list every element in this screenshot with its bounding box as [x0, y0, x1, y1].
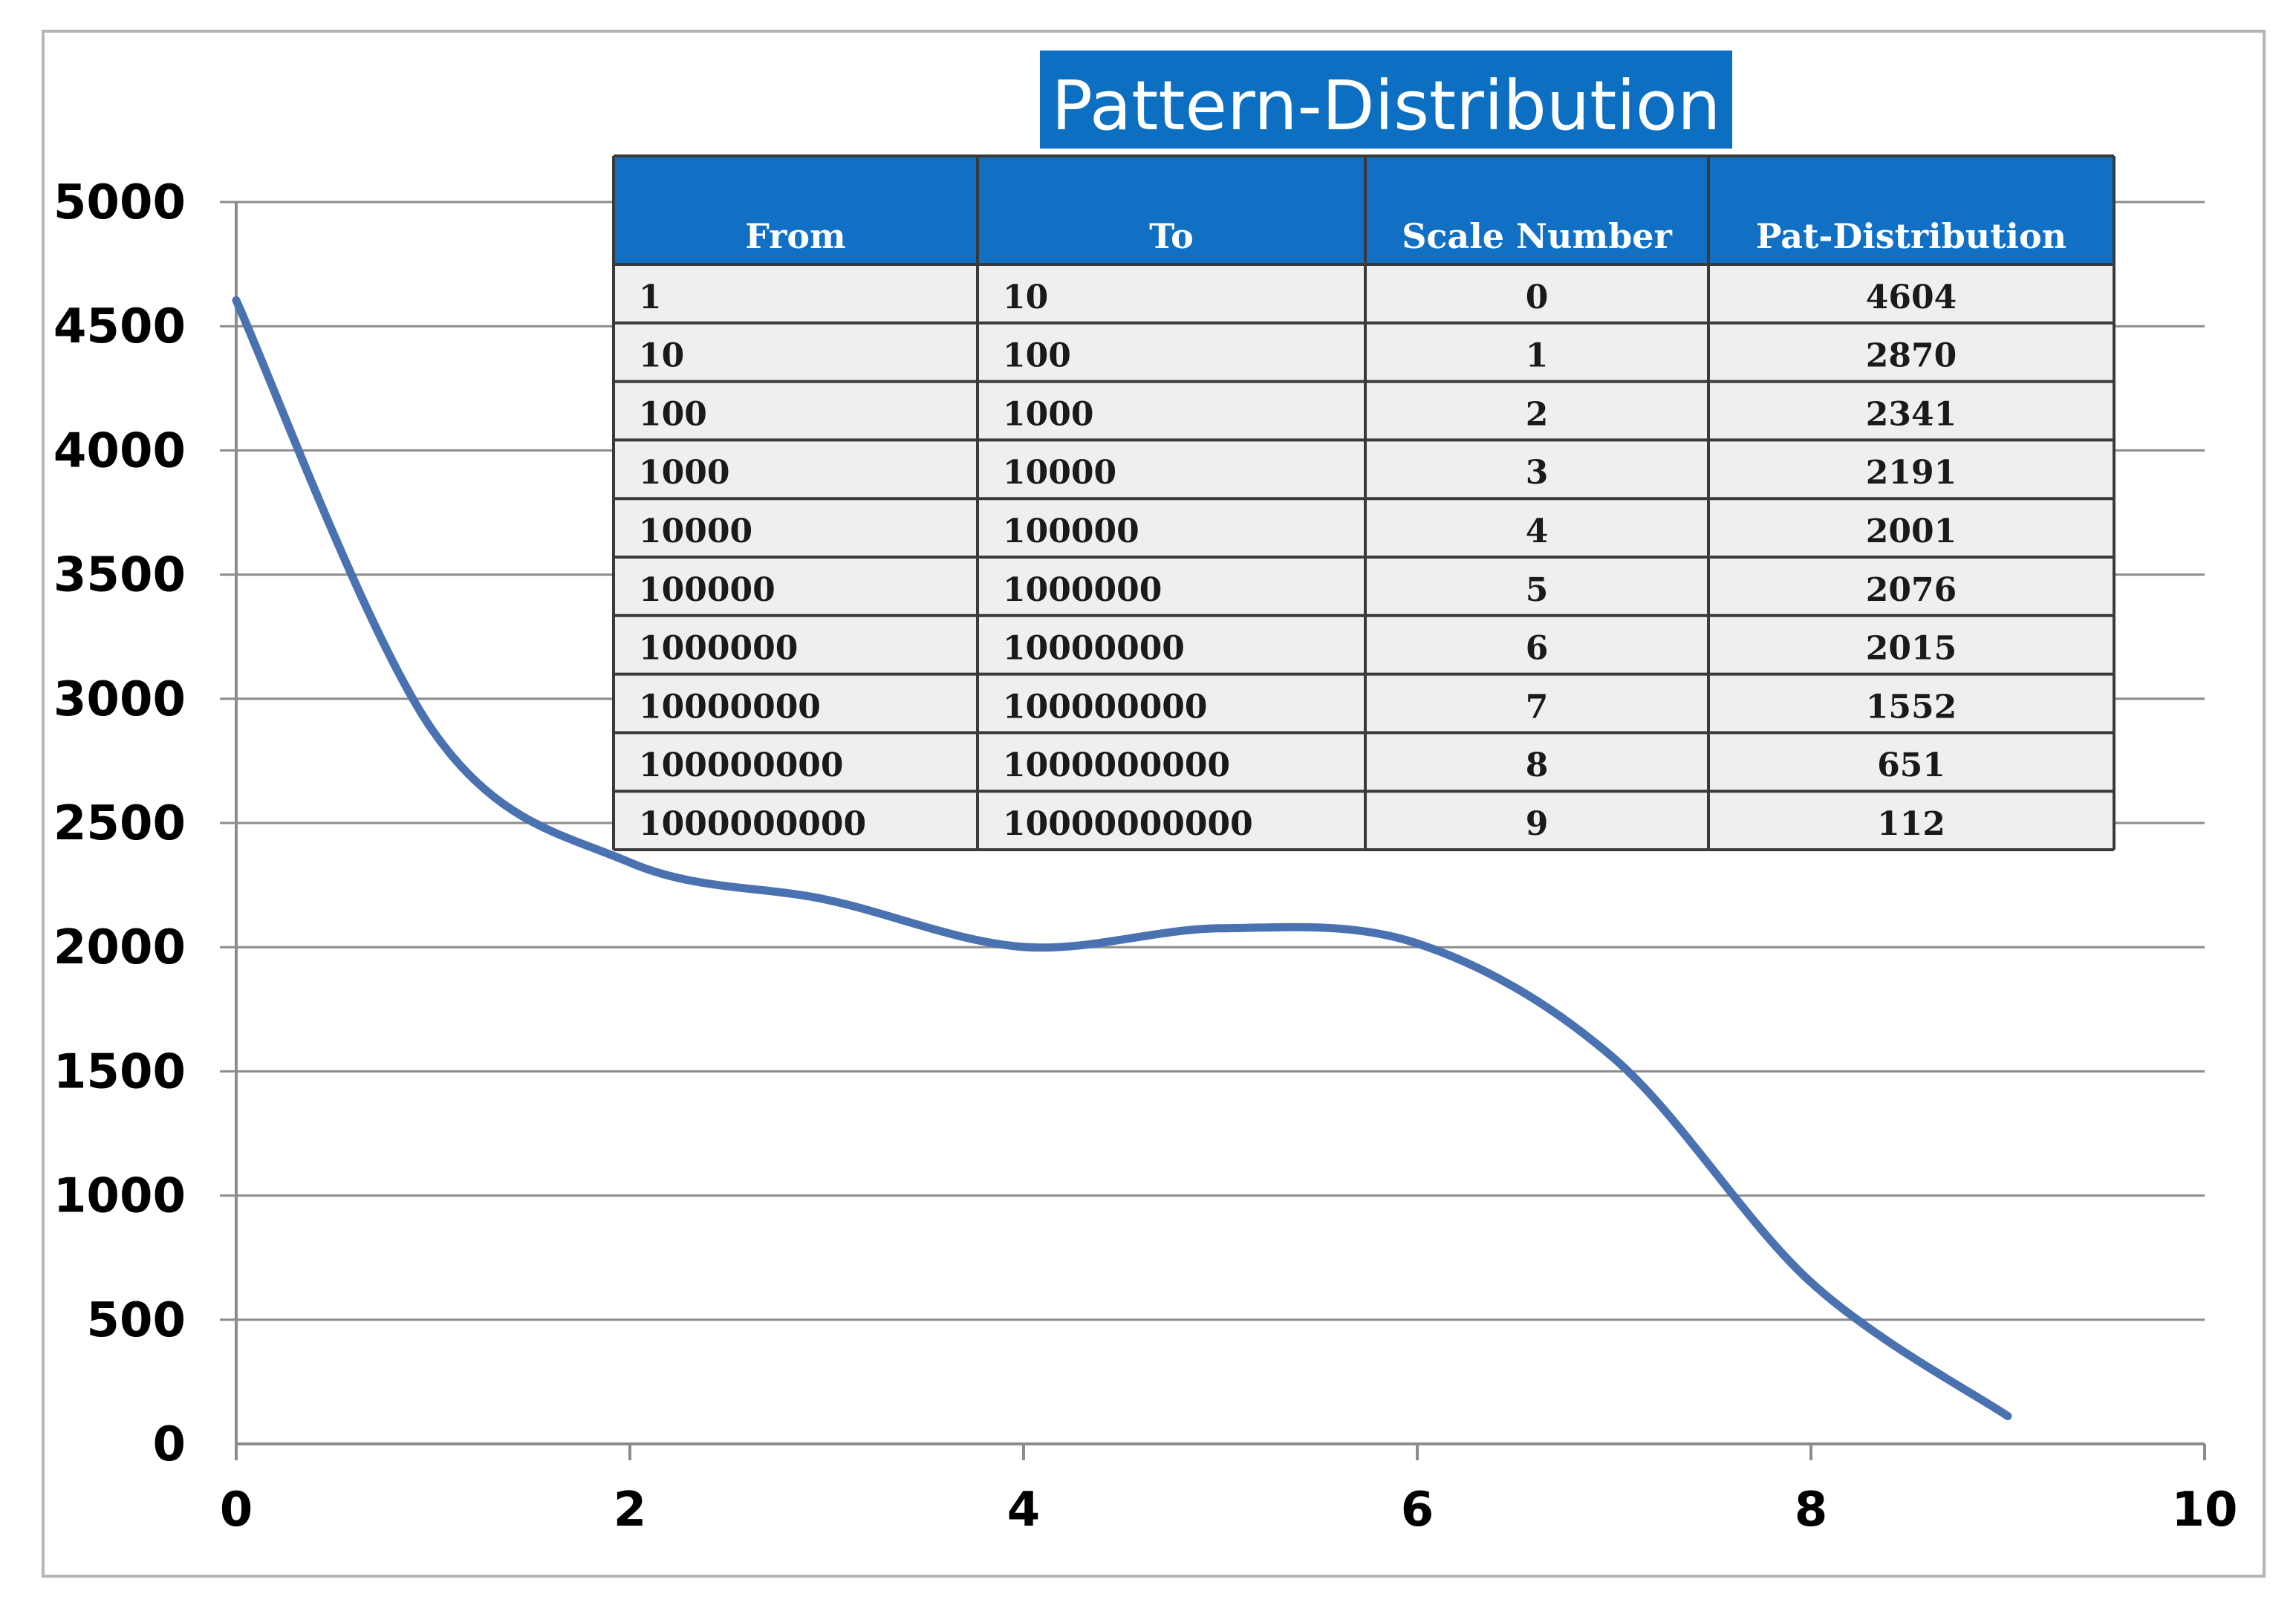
x-tick-label: 8: [1795, 1483, 1828, 1538]
table-cell: 112: [1877, 805, 1945, 843]
table-cell: 100000: [639, 571, 775, 609]
y-tick-label: 5000: [53, 175, 186, 230]
y-tick-label: 1000: [53, 1169, 186, 1224]
table-cell: 10000: [1003, 454, 1116, 492]
table-header-label: From: [745, 216, 845, 256]
series-line: [232, 296, 2012, 1421]
table-cell: 4: [1526, 513, 1549, 550]
table-cell: 4604: [1866, 279, 1957, 316]
y-tick-label: 500: [86, 1293, 186, 1348]
table-header-cell: [1708, 156, 2114, 264]
y-tick-label: 1500: [53, 1044, 186, 1099]
x-tick-label: 4: [1007, 1483, 1041, 1538]
table-cell: 2341: [1866, 395, 1957, 433]
table-header-label: Scale Number: [1402, 216, 1672, 256]
chart-title: Pattern-Distribution: [1052, 66, 1721, 146]
axes: 0500100015002000250030003500400045005000…: [53, 175, 2238, 1538]
table-cell: 100: [1003, 337, 1071, 375]
table-cell: 10: [639, 337, 684, 375]
table-cell: 2870: [1866, 337, 1957, 375]
table-cell: 2: [1526, 395, 1549, 433]
x-tick-label: 0: [220, 1483, 253, 1538]
table-cell: 9: [1526, 805, 1549, 843]
table-cell: 10: [1003, 279, 1048, 316]
table-cell: 100000000: [1003, 688, 1208, 726]
table-cell: 651: [1877, 746, 1945, 784]
table-cell: 1000000: [639, 630, 798, 668]
table-header-cell: [1365, 156, 1708, 264]
table-header-cell: [978, 156, 1365, 264]
table-cell: 1000: [639, 454, 729, 492]
table-cell: 8: [1526, 746, 1549, 784]
table-cell: 100: [639, 395, 707, 433]
table-cell: 1: [639, 279, 662, 316]
y-tick-label: 3500: [53, 548, 186, 603]
y-tick-label: 3000: [53, 672, 186, 727]
table-cell: 1552: [1866, 688, 1957, 726]
y-tick-label: 4000: [53, 423, 186, 478]
x-tick-label: 6: [1401, 1483, 1434, 1538]
table-cell: 1000: [1003, 395, 1093, 433]
table-cell: 10000000: [639, 688, 821, 726]
table-cell: 1: [1526, 337, 1549, 375]
table-cell: 10000: [639, 513, 752, 550]
table-cell: 1000000000: [1003, 746, 1230, 784]
table-cell: 10000000000: [1003, 805, 1253, 843]
table-cell: 10000000: [1003, 630, 1185, 668]
table-cell: 5: [1526, 571, 1549, 609]
x-tick-label: 10: [2171, 1483, 2237, 1538]
table-cell: 0: [1526, 279, 1549, 316]
chart-frame: [42, 30, 2266, 1578]
table-cell: 100000000: [639, 746, 844, 784]
table-header-label: To: [1149, 216, 1194, 256]
table-cell: 3: [1526, 454, 1549, 492]
y-tick-label: 2000: [53, 920, 186, 975]
table-cell: 1000000: [1003, 571, 1162, 609]
chart-title-box: [1040, 51, 1732, 149]
table-cell: 100000: [1003, 513, 1139, 550]
x-tick-label: 2: [614, 1483, 647, 1538]
table-cell: 2076: [1866, 571, 1957, 609]
table-header-label: Pat-Distribution: [1756, 216, 2066, 256]
y-tick-label: 2500: [53, 796, 186, 851]
y-tick-label: 4500: [53, 299, 186, 354]
table-header-cell: [614, 156, 978, 264]
table-cell: 2001: [1866, 513, 1957, 550]
table-cell: 6: [1526, 630, 1549, 668]
y-tick-label: 0: [152, 1417, 186, 1472]
table-cell: 2191: [1866, 454, 1957, 492]
table-cell: 7: [1526, 688, 1549, 726]
table-cell: 1000000000: [639, 805, 866, 843]
table-cell: 2015: [1866, 630, 1957, 668]
title-group: Pattern-Distribution: [1040, 51, 1732, 149]
series: [232, 296, 2012, 1421]
